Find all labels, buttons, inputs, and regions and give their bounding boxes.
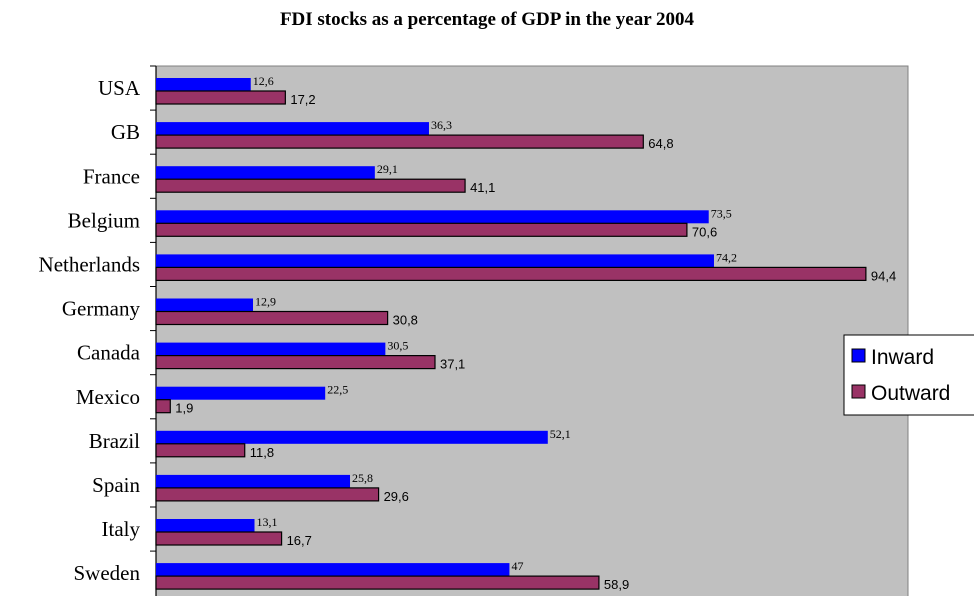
bar-inward-germany — [156, 298, 254, 312]
chart-title: FDI stocks as a percentage of GDP in the… — [280, 9, 695, 30]
data-labels: 12,6 17,2 36,3 64,8 29,1 41,1 73,5 70,6 74,2 94,4… — [175, 74, 896, 592]
bar-outward-italy — [155, 531, 283, 546]
data-label-inward-mexico: 22,5 — [327, 383, 348, 397]
data-label-outward-mexico: 1,9 — [175, 401, 193, 416]
data-label-outward-sweden: 58,9 — [604, 577, 629, 592]
category-label-germany: Germany — [62, 297, 141, 321]
data-label-inward-sweden: 47 — [511, 559, 523, 573]
bar-outward-gb — [155, 134, 644, 149]
bar-inward-spain — [156, 474, 351, 488]
bar-outward-sweden — [155, 575, 600, 590]
data-label-outward-gb: 64,8 — [648, 136, 673, 151]
bar-inward-netherlands — [156, 254, 714, 268]
category-label-italy: Italy — [102, 517, 141, 541]
bar-series — [155, 78, 867, 590]
legend-label-outward: Outward — [871, 382, 950, 405]
data-label-outward-spain: 29,6 — [384, 489, 409, 504]
bar-inward-belgium — [156, 210, 709, 224]
category-label-sweden: Sweden — [74, 561, 141, 585]
data-label-inward-spain: 25,8 — [352, 471, 373, 485]
data-label-inward-belgium: 73,5 — [711, 206, 732, 220]
category-label-spain: Spain — [92, 473, 140, 497]
category-label-canada: Canada — [77, 341, 141, 365]
bar-inward-italy — [156, 519, 255, 532]
bar-outward-usa — [155, 90, 286, 105]
data-label-inward-brazil: 52,1 — [550, 427, 571, 441]
data-label-inward-france: 29,1 — [377, 162, 398, 176]
data-label-outward-canada: 37,1 — [440, 357, 465, 372]
bar-inward-usa — [156, 78, 251, 91]
legend-label-inward: Inward — [871, 346, 934, 369]
bar-inward-france — [156, 166, 375, 180]
category-label-france: France — [83, 164, 140, 188]
category-label-usa: USA — [98, 76, 141, 100]
category-label-brazil: Brazil — [89, 429, 140, 453]
plot-area — [155, 65, 909, 596]
bar-outward-spain — [155, 487, 380, 502]
category-label-belgium: Belgium — [68, 208, 140, 232]
data-label-outward-france: 41,1 — [470, 180, 495, 195]
bar-inward-sweden — [156, 563, 510, 577]
bar-outward-belgium — [155, 222, 688, 237]
data-label-inward-germany: 12,9 — [255, 295, 276, 309]
legend-box — [843, 334, 974, 416]
bar-inward-canada — [156, 342, 386, 356]
legend-swatch-inward — [851, 348, 866, 363]
bar-outward-mexico — [155, 399, 171, 414]
bar-inward-gb — [156, 122, 429, 136]
data-label-inward-netherlands: 74,2 — [716, 250, 737, 264]
data-label-outward-belgium: 70,6 — [692, 224, 717, 239]
data-label-outward-netherlands: 94,4 — [871, 268, 896, 283]
legend-swatch-outward — [851, 384, 866, 399]
category-label-mexico: Mexico — [76, 385, 140, 409]
data-label-inward-gb: 36,3 — [431, 118, 452, 132]
bar-inward-brazil — [156, 430, 548, 444]
data-label-inward-canada: 30,5 — [387, 339, 408, 353]
data-label-outward-germany: 30,8 — [393, 313, 418, 328]
data-label-inward-italy: 13,1 — [257, 515, 278, 529]
bar-outward-brazil — [155, 443, 246, 458]
data-label-outward-brazil: 11,8 — [250, 445, 274, 460]
data-label-outward-usa: 17,2 — [290, 92, 315, 107]
category-label-netherlands: Netherlands — [39, 252, 140, 276]
bar-outward-netherlands — [155, 266, 867, 281]
bar-inward-mexico — [156, 386, 326, 400]
category-axis: USA GB France Belgium Netherlands Germany Cana… — [39, 65, 157, 596]
bar-outward-canada — [155, 355, 436, 370]
legend: Inward Outward — [843, 334, 974, 416]
data-label-outward-italy: 16,7 — [287, 533, 312, 548]
bar-outward-germany — [155, 310, 389, 326]
data-label-inward-usa: 12,6 — [253, 74, 274, 88]
bar-outward-france — [155, 178, 466, 193]
category-label-gb: GB — [111, 120, 140, 144]
